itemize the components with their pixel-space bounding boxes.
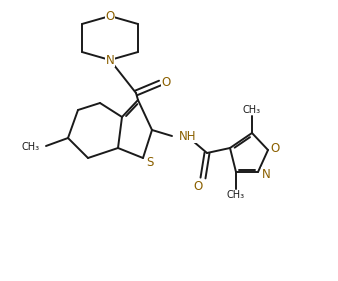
- Text: N: N: [262, 167, 270, 180]
- Text: S: S: [146, 157, 154, 169]
- Text: CH₃: CH₃: [227, 190, 245, 200]
- Text: CH₃: CH₃: [22, 142, 40, 152]
- Text: O: O: [105, 10, 115, 22]
- Text: O: O: [161, 76, 171, 89]
- Text: CH₃: CH₃: [243, 105, 261, 115]
- Text: N: N: [105, 53, 114, 67]
- Text: O: O: [270, 142, 280, 155]
- Text: NH: NH: [179, 130, 196, 142]
- Text: O: O: [193, 180, 202, 192]
